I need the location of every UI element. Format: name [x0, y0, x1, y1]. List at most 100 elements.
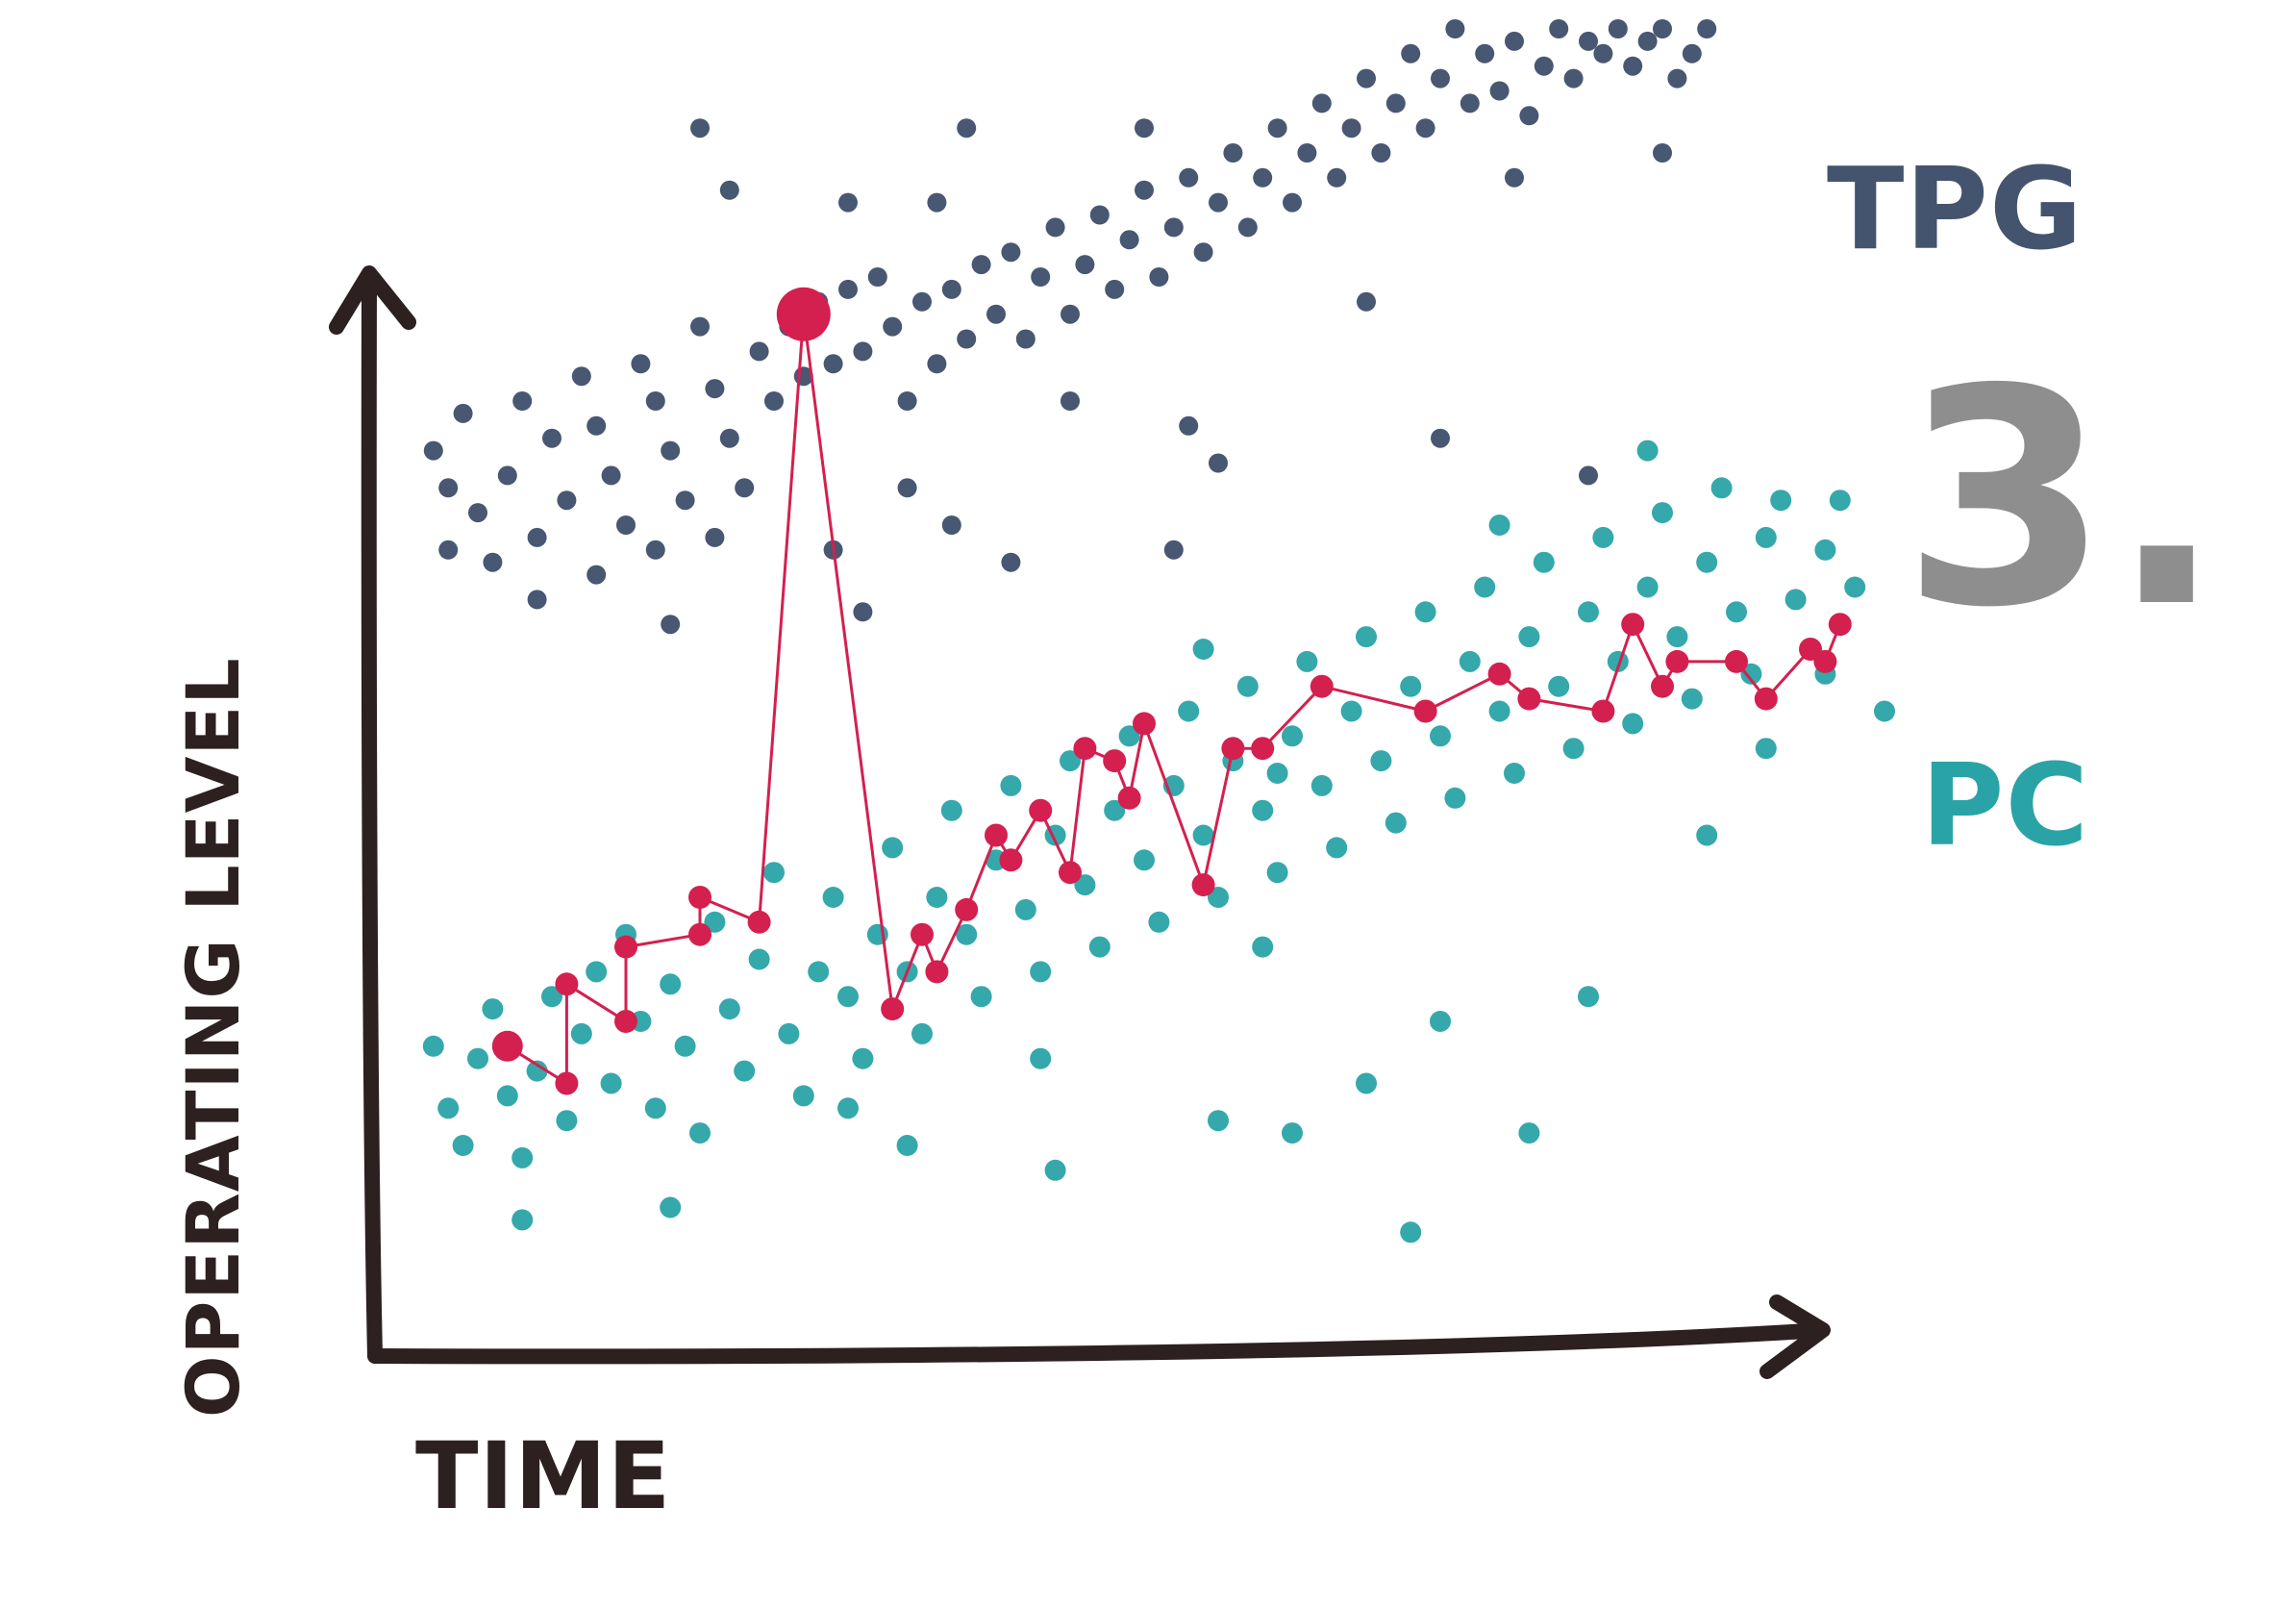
tpg-point — [557, 490, 577, 511]
tpg-point — [897, 391, 917, 411]
pc-point — [1636, 576, 1659, 598]
pc-series-layer — [422, 440, 1895, 1244]
tpg-point — [1431, 428, 1450, 448]
tpg-point — [1267, 118, 1287, 138]
tpg-point — [423, 440, 443, 461]
tpg-point — [1015, 329, 1036, 349]
highlight-point — [955, 897, 979, 921]
tpg-point — [675, 490, 695, 511]
pc-point — [808, 961, 830, 983]
tpg-point — [1505, 31, 1524, 51]
highlight-point — [1813, 649, 1837, 673]
pc-point — [1266, 862, 1288, 884]
tpg-point — [1549, 19, 1569, 38]
pc-point — [1030, 961, 1052, 983]
tpg-point — [1045, 217, 1065, 238]
pc-point — [586, 961, 608, 983]
tpg-point — [601, 465, 621, 486]
tpg-point — [1579, 31, 1598, 51]
tpg-point — [1505, 167, 1524, 188]
pc-point — [1266, 763, 1288, 784]
tpg-point — [1697, 19, 1717, 38]
pc-point — [778, 1022, 800, 1044]
pc-point — [1252, 799, 1274, 821]
pc-point — [882, 837, 904, 859]
pc-point — [512, 1209, 534, 1231]
pc-point — [1755, 526, 1777, 548]
pc-point — [1518, 626, 1540, 648]
tpg-point — [1297, 143, 1317, 163]
tpg-point — [912, 291, 932, 312]
tpg-point — [631, 354, 651, 374]
pc-point — [452, 1135, 474, 1156]
tpg-point — [527, 590, 547, 610]
highlight-point — [881, 997, 905, 1021]
annotation-3: 3. — [1902, 326, 2224, 673]
legend-tpg-label: TPG — [1827, 142, 2084, 275]
highlight-point — [999, 848, 1023, 872]
highlight-point — [1117, 786, 1141, 810]
highlight-point — [1413, 699, 1437, 723]
pc-point — [956, 923, 978, 945]
pc-point — [1236, 675, 1259, 697]
pc-point — [1814, 539, 1836, 561]
pc-point — [852, 1047, 874, 1069]
x-axis-label: TIME — [415, 1422, 671, 1530]
pc-point — [1430, 725, 1451, 747]
tpg-point — [1667, 68, 1687, 88]
tpg-point — [1193, 242, 1213, 263]
pc-point — [1060, 750, 1081, 772]
pc-point — [1578, 986, 1599, 1008]
pc-point — [1208, 1110, 1229, 1132]
tpg-point — [527, 527, 547, 547]
tpg-point — [867, 267, 887, 287]
tpg-point — [542, 428, 562, 448]
tpg-point — [661, 440, 681, 461]
highlight-point — [688, 886, 711, 909]
tpg-point — [1579, 465, 1598, 486]
highlight-point — [688, 922, 711, 946]
tpg-point — [1415, 118, 1435, 138]
tpg-point — [1637, 31, 1658, 51]
tpg-point — [971, 255, 991, 275]
tpg-point — [1075, 255, 1095, 275]
pc-point — [526, 1060, 548, 1082]
pc-point — [660, 973, 682, 995]
pc-point — [1696, 824, 1718, 846]
tpg-point — [1341, 118, 1361, 138]
pc-point — [556, 1110, 578, 1132]
tpg-point — [838, 279, 858, 299]
tpg-point — [1001, 242, 1021, 263]
pc-point — [1014, 898, 1036, 920]
pc-point — [1636, 440, 1659, 462]
highlight-point — [747, 910, 771, 934]
pc-point — [437, 1097, 460, 1119]
highlight-point — [1754, 687, 1778, 711]
tpg-point — [512, 391, 533, 411]
tpg-point — [1179, 415, 1199, 436]
tpg-point — [705, 379, 725, 399]
pc-point — [792, 1085, 814, 1107]
pc-point — [1444, 787, 1466, 809]
tpg-point — [1105, 279, 1125, 299]
tpg-point — [1563, 68, 1584, 88]
pc-point — [1104, 799, 1126, 821]
tpg-point — [1061, 391, 1080, 411]
tpg-point — [823, 354, 843, 374]
tpg-point — [438, 540, 459, 560]
pc-point — [1430, 1011, 1451, 1032]
tpg-point — [1371, 143, 1391, 163]
pc-point — [1088, 936, 1111, 958]
pc-point — [674, 1035, 696, 1057]
pc-point — [748, 948, 770, 970]
pc-point — [763, 862, 785, 884]
tpg-point — [927, 354, 947, 374]
highlight-point — [1133, 712, 1156, 736]
tpg-point — [1209, 453, 1228, 473]
pc-point — [1118, 725, 1140, 747]
tpg-point — [1253, 167, 1273, 188]
pc-point — [837, 986, 859, 1008]
pc-point — [1414, 601, 1436, 623]
pc-point — [644, 1097, 666, 1119]
tpg-point — [957, 329, 977, 349]
